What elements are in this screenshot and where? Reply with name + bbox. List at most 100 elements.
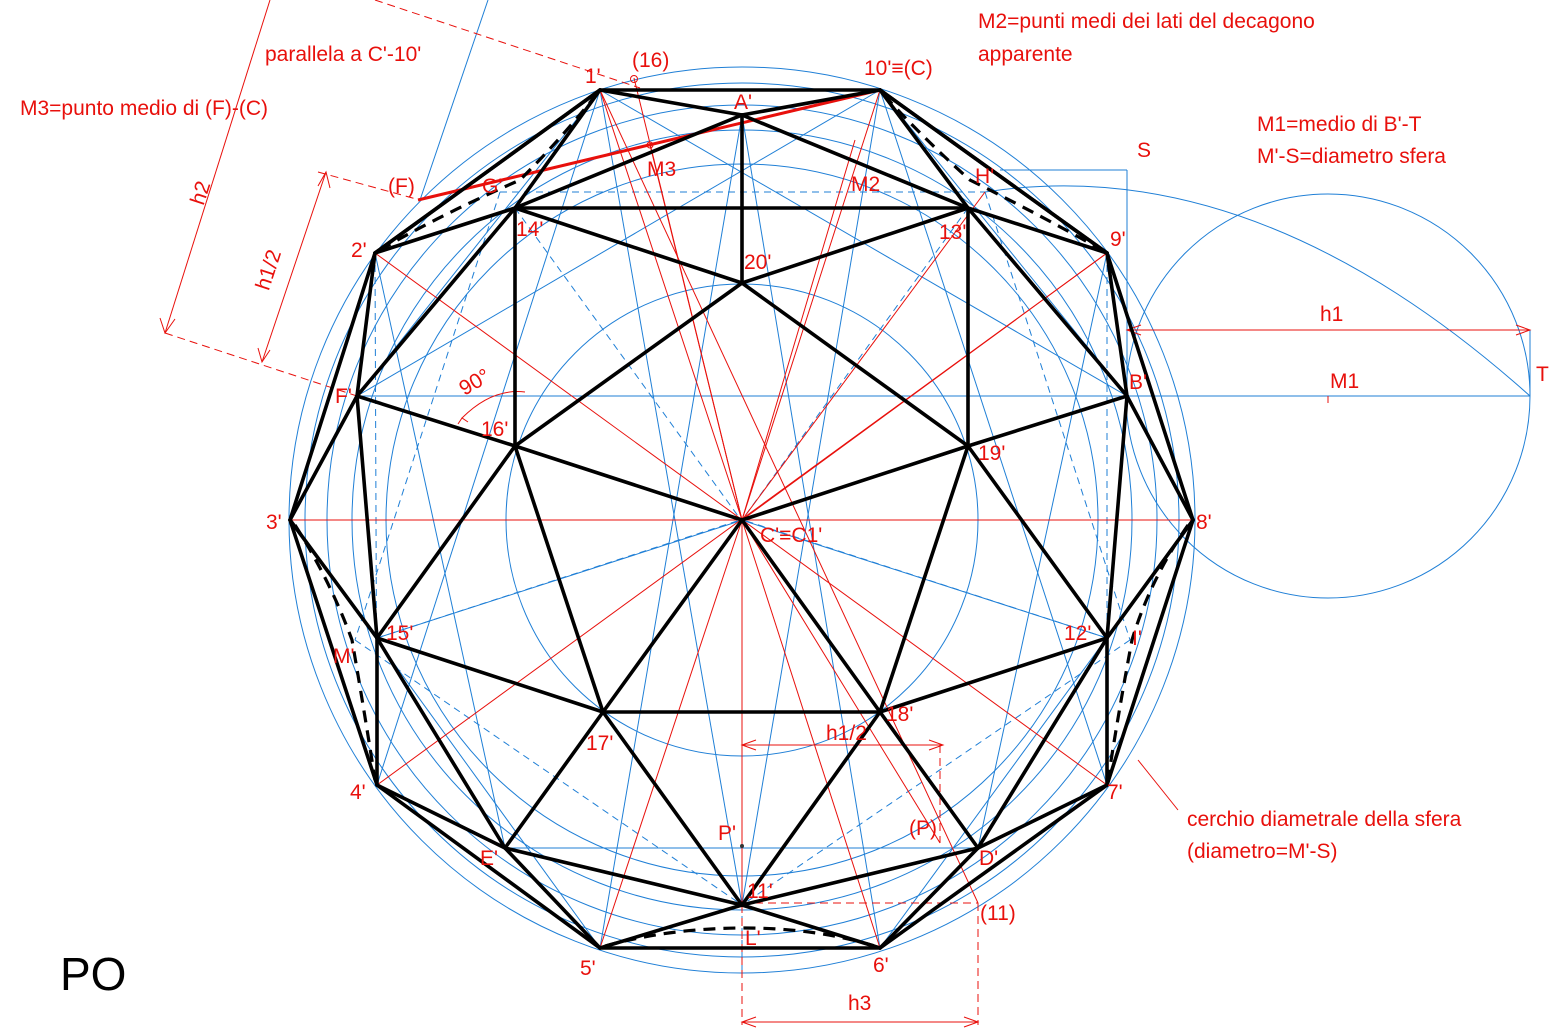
edge-17-e: [503, 710, 605, 850]
red-1-11: [599, 89, 979, 904]
corner-label: PO: [60, 948, 126, 1000]
label-m1: M1: [1330, 370, 1359, 393]
red-cerchio-leader: [1137, 759, 1179, 811]
edge-2-14: [373, 206, 517, 255]
red-c-a: [741, 89, 881, 521]
label-e: E': [480, 847, 498, 870]
edge-14-20: [513, 206, 744, 285]
label-1: 1': [585, 65, 601, 88]
h1half-bottom-arrow-right: [928, 739, 945, 751]
label-6: 6': [873, 954, 889, 977]
edge-15-e: [375, 636, 507, 850]
red-c-h: [741, 191, 986, 521]
edge-a-14: [513, 113, 744, 210]
dim-h3: h3: [848, 992, 871, 1015]
edge-e-11: [503, 846, 744, 907]
label-5: 5': [580, 957, 596, 980]
dim-h1-half-bottom: h1/2: [826, 722, 867, 745]
edge-16-17: [513, 444, 605, 714]
label-a: A': [734, 91, 752, 114]
label-2: 2': [351, 239, 367, 262]
edge-b-8: [1125, 394, 1195, 522]
edge-d-11: [740, 846, 980, 907]
label-11-paren: (11): [980, 902, 1016, 925]
point-16-marker: [630, 75, 638, 83]
label-20: 20': [744, 251, 771, 274]
red-c-5: [599, 519, 743, 949]
edge-b-12: [1105, 394, 1129, 640]
note-circle-line2: (diametro=M'-S): [1187, 840, 1337, 863]
edge-3-15: [288, 518, 379, 640]
label-f: F': [335, 385, 352, 408]
h2-arrow: [159, 317, 176, 335]
label-17: 17': [586, 732, 613, 755]
note-m2-line2: apparente: [978, 43, 1073, 66]
blue-fan-3: [356, 89, 601, 397]
edge-f-3: [288, 394, 359, 522]
edge-1-2: [373, 88, 602, 255]
red-c-13: [741, 252, 1108, 521]
edge-9-13: [966, 206, 1109, 255]
red-dashed-h1half-top: [317, 171, 421, 201]
dash-2-4: [374, 252, 378, 786]
edge-14-f: [355, 206, 517, 398]
edge-2-f: [355, 251, 377, 398]
label-s: S: [1137, 139, 1151, 162]
edge-19-12: [966, 444, 1109, 640]
upper-pentagon: [513, 206, 970, 522]
label-14: 14': [516, 218, 543, 241]
edge-12-d: [976, 636, 1109, 850]
edge-7-d: [976, 783, 1109, 850]
h2-dimension-line: [164, 0, 271, 334]
note-m3: M3=punto medio di (F)-(C): [20, 97, 268, 120]
hidden-m: [293, 524, 377, 781]
edge-13-20: [740, 206, 970, 285]
edge-e-5: [503, 846, 602, 950]
label-7: 7': [1107, 781, 1123, 804]
blue-a-5: [599, 114, 743, 949]
label-d: D': [979, 847, 998, 870]
edge-4-e: [375, 783, 507, 850]
dash-h-i: [984, 191, 1131, 641]
dim-h2: h2: [186, 178, 215, 207]
edge-a-13: [740, 113, 970, 210]
red-dashed-h2-top: [374, 0, 641, 89]
dash-g-m: [354, 191, 501, 641]
red-c-p: [741, 519, 941, 844]
label-l: L': [745, 927, 761, 950]
label-4: 4': [350, 781, 366, 804]
edge-9-b: [1105, 251, 1129, 398]
label-15: 15': [386, 622, 413, 645]
red-c-m2: [741, 139, 856, 521]
edge-18-11: [740, 710, 882, 907]
blue-a-6: [741, 114, 881, 949]
edge-10-13: [878, 88, 970, 210]
h1half-dimension-line: [261, 171, 327, 363]
label-8: 8': [1196, 511, 1212, 534]
dim-angle: 90°: [455, 364, 494, 400]
edge-10-9: [878, 88, 1109, 255]
label-9: 9': [1110, 228, 1126, 251]
note-parallel: parallela a C'-10': [265, 43, 421, 66]
edge-20-16: [513, 281, 744, 448]
red-dashed-h2-bottom: [164, 332, 358, 397]
h1-arrow-left: [1125, 324, 1142, 336]
note-circle-line1: cerchio diametrale della sfera: [1187, 808, 1462, 831]
hidden-g: [379, 94, 598, 252]
edge-b-19: [966, 394, 1129, 448]
label-p: P': [718, 822, 736, 845]
note-m1-line1: M1=medio di B'-T: [1257, 113, 1422, 136]
edge-f-16: [355, 394, 517, 448]
label-b: B': [1129, 371, 1147, 394]
label-p-paren: (P): [909, 817, 937, 840]
hidden-i: [1106, 524, 1190, 781]
label-18: 18': [886, 703, 913, 726]
label-m3: M3: [647, 158, 676, 181]
label-12: 12': [1064, 622, 1091, 645]
h1half-arrow-top: [317, 170, 331, 189]
edge-1-a: [598, 88, 744, 117]
label-t: T: [1536, 363, 1549, 386]
annotations: M2=punti medi dei lati del decagono appa…: [20, 10, 1549, 1015]
point-p-dot: [740, 844, 744, 848]
